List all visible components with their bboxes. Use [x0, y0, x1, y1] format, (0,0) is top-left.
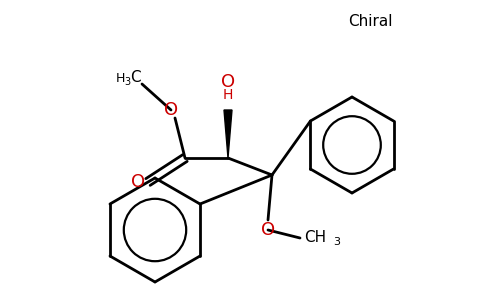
Text: H: H [115, 71, 125, 85]
Text: H: H [223, 88, 233, 102]
Text: O: O [164, 101, 178, 119]
Text: Chiral: Chiral [348, 14, 392, 29]
Text: 3: 3 [333, 237, 341, 247]
Text: O: O [221, 73, 235, 91]
Text: O: O [261, 221, 275, 239]
Text: C: C [130, 70, 140, 86]
Text: 3: 3 [124, 77, 130, 87]
Polygon shape [224, 110, 232, 158]
Text: CH: CH [304, 230, 326, 245]
Text: O: O [131, 173, 145, 191]
